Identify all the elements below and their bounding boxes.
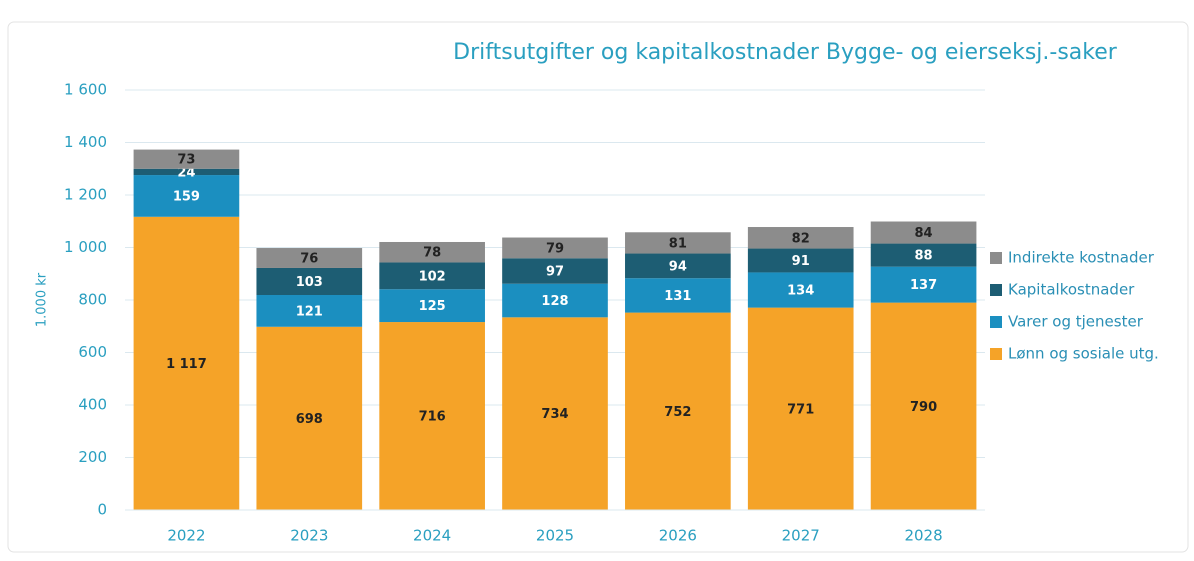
data-label: 102 bbox=[419, 269, 446, 284]
data-label: 76 bbox=[300, 252, 318, 267]
bar-segment bbox=[870, 302, 977, 510]
x-tick-label: 2023 bbox=[290, 527, 328, 545]
bar-segment bbox=[256, 295, 363, 327]
bar-segment bbox=[747, 307, 854, 510]
bar-segment bbox=[133, 168, 240, 176]
data-label: 79 bbox=[546, 241, 564, 256]
data-label: 131 bbox=[664, 289, 691, 304]
data-label: 91 bbox=[792, 254, 810, 269]
data-label: 1 117 bbox=[166, 357, 207, 372]
data-label: 82 bbox=[792, 231, 810, 246]
bar-segment bbox=[502, 258, 608, 284]
legend-label: Lønn og sosiale utg. bbox=[1008, 345, 1159, 363]
bar-segment bbox=[747, 248, 854, 273]
data-label: 734 bbox=[541, 407, 568, 422]
bar-segment bbox=[625, 232, 731, 254]
legend-label: Kapitalkostnader bbox=[1008, 281, 1135, 299]
x-tick-label: 2026 bbox=[659, 527, 697, 545]
data-label: 752 bbox=[664, 405, 691, 420]
bar-segment bbox=[379, 322, 485, 510]
bar-segment bbox=[379, 289, 485, 323]
legend-swatch bbox=[990, 284, 1002, 296]
legend-swatch bbox=[990, 348, 1002, 360]
data-label: 84 bbox=[915, 226, 933, 241]
data-label: 73 bbox=[177, 153, 195, 168]
bar-segment bbox=[256, 248, 363, 268]
data-label: 78 bbox=[423, 246, 441, 261]
bar-segment bbox=[870, 266, 977, 303]
bar-segment bbox=[379, 262, 485, 290]
y-tick-label: 0 bbox=[97, 501, 107, 519]
bar-segment bbox=[133, 149, 240, 169]
y-axis-label: 1.000 kr bbox=[35, 272, 50, 327]
bar-segment bbox=[747, 227, 854, 249]
x-tick-label: 2025 bbox=[536, 527, 574, 545]
data-label: 771 bbox=[787, 402, 814, 417]
y-tick-label: 800 bbox=[78, 291, 107, 309]
bar-segment bbox=[625, 312, 731, 510]
bar-segment bbox=[747, 272, 854, 308]
legend-swatch bbox=[990, 252, 1002, 264]
bar-segment bbox=[625, 278, 731, 313]
y-tick-label: 1 600 bbox=[64, 81, 107, 99]
y-tick-label: 1 000 bbox=[64, 238, 107, 256]
x-tick-label: 2028 bbox=[904, 527, 942, 545]
bar-segment bbox=[133, 175, 240, 217]
legend-label: Varer og tjenester bbox=[1008, 313, 1144, 331]
bar-segment bbox=[625, 253, 731, 279]
data-label: 698 bbox=[296, 412, 323, 427]
data-label: 128 bbox=[541, 294, 568, 309]
data-label: 121 bbox=[296, 304, 323, 319]
x-tick-label: 2024 bbox=[413, 527, 451, 545]
legend-swatch bbox=[990, 316, 1002, 328]
y-tick-label: 1 400 bbox=[64, 133, 107, 151]
data-label: 790 bbox=[910, 400, 937, 415]
x-tick-label: 2022 bbox=[167, 527, 205, 545]
legend-label: Indirekte kostnader bbox=[1008, 249, 1155, 267]
data-label: 137 bbox=[910, 278, 937, 293]
bar-segment bbox=[256, 326, 363, 510]
bar-segment bbox=[502, 317, 608, 510]
data-label: 97 bbox=[546, 264, 564, 279]
data-label: 81 bbox=[669, 236, 687, 251]
x-tick-label: 2027 bbox=[782, 527, 820, 545]
data-label: 125 bbox=[419, 299, 446, 314]
data-label: 134 bbox=[787, 284, 814, 299]
data-label: 94 bbox=[669, 259, 687, 274]
bar-segment bbox=[502, 237, 608, 259]
bar-segment bbox=[502, 283, 608, 318]
y-tick-label: 600 bbox=[78, 343, 107, 361]
bar-segment bbox=[870, 243, 977, 267]
data-label: 103 bbox=[296, 275, 323, 290]
data-label: 159 bbox=[173, 189, 200, 204]
chart-title: Driftsutgifter og kapitalkostnader Bygge… bbox=[453, 40, 1118, 65]
bar-segment bbox=[133, 216, 240, 510]
bar-segment bbox=[870, 221, 977, 244]
bar-segment bbox=[379, 241, 485, 263]
data-label: 88 bbox=[915, 249, 933, 264]
bar-segment bbox=[256, 267, 363, 296]
y-tick-label: 200 bbox=[78, 448, 107, 466]
y-tick-label: 400 bbox=[78, 396, 107, 414]
data-label: 716 bbox=[419, 410, 446, 425]
data-label: 24 bbox=[177, 165, 195, 180]
y-tick-label: 1 200 bbox=[64, 186, 107, 204]
chart-frame bbox=[7, 21, 1189, 553]
